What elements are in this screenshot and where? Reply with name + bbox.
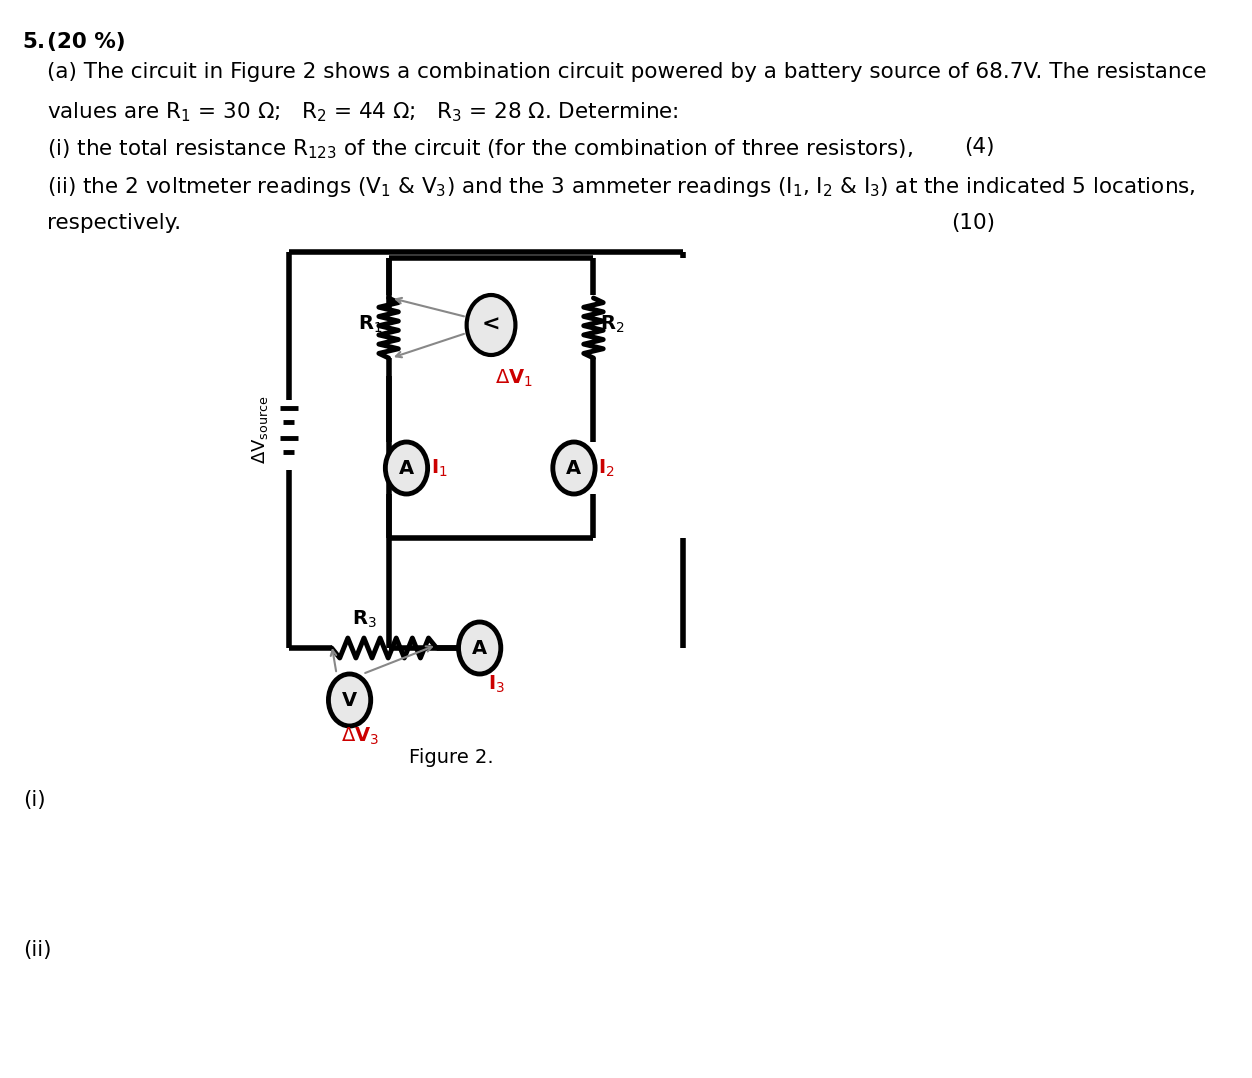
Text: R$_1$: R$_1$ <box>358 314 382 334</box>
Text: A: A <box>566 458 581 478</box>
Text: (ii) the 2 voltmeter readings (V$_1$ & V$_3$) and the 3 ammeter readings (I$_1$,: (ii) the 2 voltmeter readings (V$_1$ & V… <box>48 175 1196 199</box>
Circle shape <box>553 442 595 494</box>
Text: V: V <box>342 691 357 709</box>
Circle shape <box>467 295 516 355</box>
Text: Figure 2.: Figure 2. <box>409 748 493 768</box>
Text: A: A <box>399 458 414 478</box>
Text: R$_2$: R$_2$ <box>600 314 625 334</box>
Text: I$_2$: I$_2$ <box>598 457 615 479</box>
Circle shape <box>458 622 501 674</box>
Text: (i): (i) <box>23 790 45 810</box>
Text: (ii): (ii) <box>23 940 51 960</box>
Text: respectively.: respectively. <box>48 213 182 233</box>
Text: (10): (10) <box>952 213 995 233</box>
Text: $\Delta$V$_3$: $\Delta$V$_3$ <box>342 725 379 747</box>
Text: (20 %): (20 %) <box>48 32 125 52</box>
Text: 5.: 5. <box>23 32 46 52</box>
Text: I$_3$: I$_3$ <box>488 674 505 695</box>
Text: (4): (4) <box>964 137 995 157</box>
Circle shape <box>386 442 428 494</box>
Text: I$_1$: I$_1$ <box>431 457 448 479</box>
Text: <: < <box>482 315 501 335</box>
Text: A: A <box>472 638 487 658</box>
Text: R$_3$: R$_3$ <box>352 609 377 630</box>
Text: (i) the total resistance R$_{123}$ of the circuit (for the combination of three : (i) the total resistance R$_{123}$ of th… <box>48 137 913 161</box>
Text: (a) The circuit in Figure 2 shows a combination circuit powered by a battery sou: (a) The circuit in Figure 2 shows a comb… <box>48 63 1207 82</box>
Text: $\Delta$V$_1$: $\Delta$V$_1$ <box>495 368 533 389</box>
Text: $\Delta$V$_{\rm source}$: $\Delta$V$_{\rm source}$ <box>250 396 270 465</box>
Circle shape <box>328 674 371 725</box>
Text: values are R$_1$ = 30 $\Omega$;   R$_2$ = 44 $\Omega$;   R$_3$ = 28 $\Omega$. De: values are R$_1$ = 30 $\Omega$; R$_2$ = … <box>48 100 679 124</box>
